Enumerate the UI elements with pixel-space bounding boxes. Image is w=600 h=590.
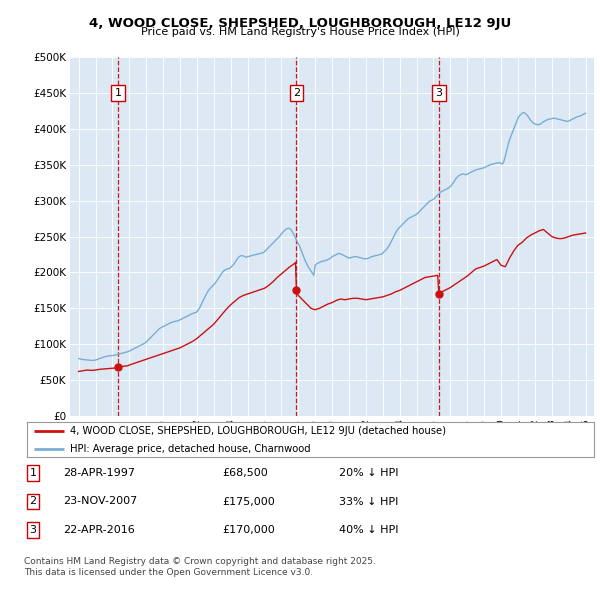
- Text: 3: 3: [436, 88, 442, 98]
- Text: 1: 1: [115, 88, 121, 98]
- Text: 28-APR-1997: 28-APR-1997: [63, 468, 135, 478]
- Text: 40% ↓ HPI: 40% ↓ HPI: [339, 525, 398, 535]
- Text: £68,500: £68,500: [222, 468, 268, 478]
- Text: 3: 3: [29, 525, 37, 535]
- Text: 33% ↓ HPI: 33% ↓ HPI: [339, 497, 398, 506]
- Text: This data is licensed under the Open Government Licence v3.0.: This data is licensed under the Open Gov…: [24, 568, 313, 577]
- Text: 20% ↓ HPI: 20% ↓ HPI: [339, 468, 398, 478]
- Text: 22-APR-2016: 22-APR-2016: [63, 525, 135, 535]
- Text: Contains HM Land Registry data © Crown copyright and database right 2025.: Contains HM Land Registry data © Crown c…: [24, 558, 376, 566]
- Text: £170,000: £170,000: [222, 525, 275, 535]
- Text: HPI: Average price, detached house, Charnwood: HPI: Average price, detached house, Char…: [70, 444, 310, 454]
- Text: £175,000: £175,000: [222, 497, 275, 506]
- Text: 4, WOOD CLOSE, SHEPSHED, LOUGHBOROUGH, LE12 9JU (detached house): 4, WOOD CLOSE, SHEPSHED, LOUGHBOROUGH, L…: [70, 426, 446, 435]
- Text: 23-NOV-2007: 23-NOV-2007: [63, 497, 137, 506]
- Text: 2: 2: [293, 88, 300, 98]
- Text: Price paid vs. HM Land Registry's House Price Index (HPI): Price paid vs. HM Land Registry's House …: [140, 27, 460, 37]
- Text: 2: 2: [29, 497, 37, 506]
- Text: 1: 1: [29, 468, 37, 478]
- Text: 4, WOOD CLOSE, SHEPSHED, LOUGHBOROUGH, LE12 9JU: 4, WOOD CLOSE, SHEPSHED, LOUGHBOROUGH, L…: [89, 17, 511, 30]
